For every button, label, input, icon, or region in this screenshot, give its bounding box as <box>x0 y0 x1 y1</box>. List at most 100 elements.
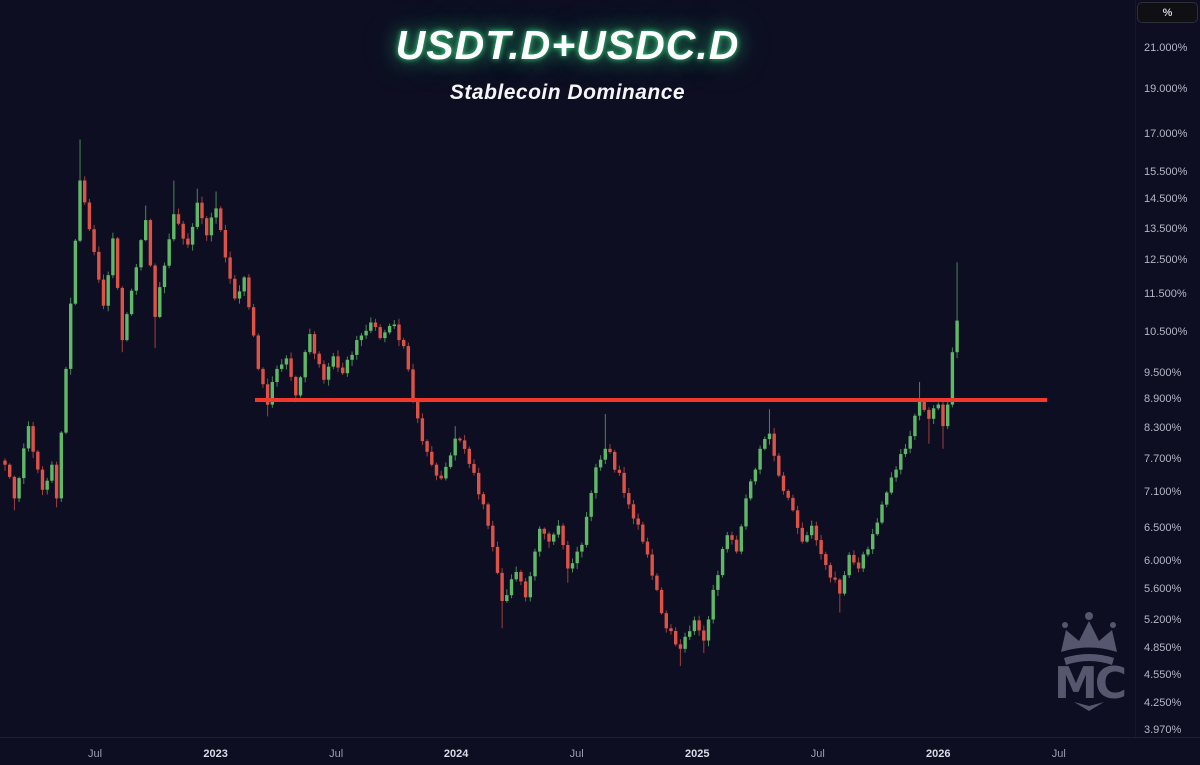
candle-body <box>711 589 715 620</box>
candle-body <box>289 358 293 377</box>
candle-body <box>763 439 767 449</box>
candle-body <box>598 459 603 468</box>
candle-body <box>514 572 518 580</box>
candle-body <box>172 214 176 240</box>
candle-body <box>871 534 875 550</box>
candle-body <box>237 291 242 299</box>
candle-body <box>523 581 528 598</box>
price-axis-label: 11.500% <box>1144 288 1187 301</box>
candle-body <box>866 549 870 555</box>
candle-body <box>397 324 401 341</box>
candle-body <box>641 524 645 542</box>
candle-body <box>810 525 814 536</box>
candle-body <box>50 464 54 481</box>
candle-body <box>256 335 260 369</box>
price-axis[interactable]: 21.000% 19.000% 17.000% 15.500% 14.500% 13.50… <box>1135 0 1200 737</box>
candle-body <box>519 572 523 582</box>
candle-body <box>556 525 561 535</box>
logo-monogram: MC <box>1054 658 1125 709</box>
candle-body <box>364 330 368 336</box>
candle-body <box>378 327 382 339</box>
candle-body <box>359 335 364 341</box>
candle-body <box>852 554 856 563</box>
candle-body <box>805 535 809 542</box>
candle-body <box>838 579 842 594</box>
crown-icon <box>1061 612 1117 665</box>
candle-body <box>800 527 804 542</box>
candle-body <box>153 265 157 317</box>
candle-body <box>669 628 673 632</box>
candle-body <box>402 340 406 347</box>
candle-body <box>491 525 495 547</box>
candle-body <box>481 494 486 505</box>
candle-body <box>265 384 270 405</box>
candle-body <box>552 534 556 542</box>
candle-body <box>594 467 598 493</box>
candle-body <box>22 448 26 479</box>
candle-body <box>209 217 214 236</box>
candle-body <box>284 358 289 365</box>
candle-body <box>326 366 331 380</box>
candle-body <box>528 576 532 598</box>
candle-body <box>795 510 800 528</box>
candlestick-series <box>3 139 959 667</box>
candle-body <box>280 364 284 369</box>
candle-body <box>275 368 279 382</box>
candle-body <box>617 469 622 473</box>
candle-body <box>561 525 565 545</box>
candle-body <box>678 644 683 649</box>
candle-body <box>847 554 851 576</box>
candle-body <box>219 208 223 230</box>
candle-body <box>59 432 63 499</box>
candle-body <box>87 202 92 230</box>
candle-body <box>936 404 940 409</box>
candle-body <box>420 418 425 442</box>
time-axis-year-label: 2023 <box>203 748 228 760</box>
candle-body <box>303 352 307 378</box>
candle-body <box>781 475 786 491</box>
price-axis-label: 17.000% <box>1144 128 1188 141</box>
candle-body <box>622 472 626 493</box>
price-axis-label: 5.600% <box>1144 583 1182 596</box>
candle-body <box>54 464 59 499</box>
candle-body <box>12 476 17 499</box>
candle-body <box>720 549 725 576</box>
percent-scale-button[interactable]: % <box>1137 2 1198 23</box>
candle-body <box>247 277 251 308</box>
candle-body <box>120 287 124 341</box>
candle-body <box>894 469 898 478</box>
price-axis-label: 19.000% <box>1144 82 1188 95</box>
candle-body <box>158 287 162 317</box>
candle-body <box>955 320 959 353</box>
candle-body <box>8 464 12 477</box>
candle-body <box>941 404 945 427</box>
price-axis-label: 9.500% <box>1144 366 1182 379</box>
candle-body <box>40 469 45 490</box>
candle-body <box>702 630 706 641</box>
candle-body <box>744 498 748 527</box>
candle-body <box>134 267 138 291</box>
candle-body <box>589 493 593 517</box>
candle-body <box>885 492 889 505</box>
candle-body <box>913 415 917 437</box>
price-axis-label: 7.700% <box>1144 452 1182 465</box>
candle-body <box>444 466 448 479</box>
time-axis-month-label: Jul <box>88 748 103 760</box>
candle-body <box>734 539 739 552</box>
time-axis[interactable]: Jul 2023 Jul 2024 Jul 2025 Jul 2026 Jul <box>0 737 1200 765</box>
price-axis-label: 14.500% <box>1144 193 1188 206</box>
candle-body <box>772 433 776 456</box>
price-axis-label: 6.000% <box>1144 555 1182 568</box>
price-axis-label: 12.500% <box>1144 254 1188 267</box>
price-axis-label: 4.250% <box>1144 696 1182 709</box>
candle-body <box>533 551 537 577</box>
candle-body <box>472 463 476 473</box>
candle-body <box>814 525 819 541</box>
candle-body <box>148 220 153 266</box>
price-axis-label: 15.500% <box>1144 166 1188 178</box>
candle-body <box>294 376 298 396</box>
candle-body <box>416 400 420 419</box>
candle-body <box>608 448 612 452</box>
candle-body <box>950 352 955 405</box>
